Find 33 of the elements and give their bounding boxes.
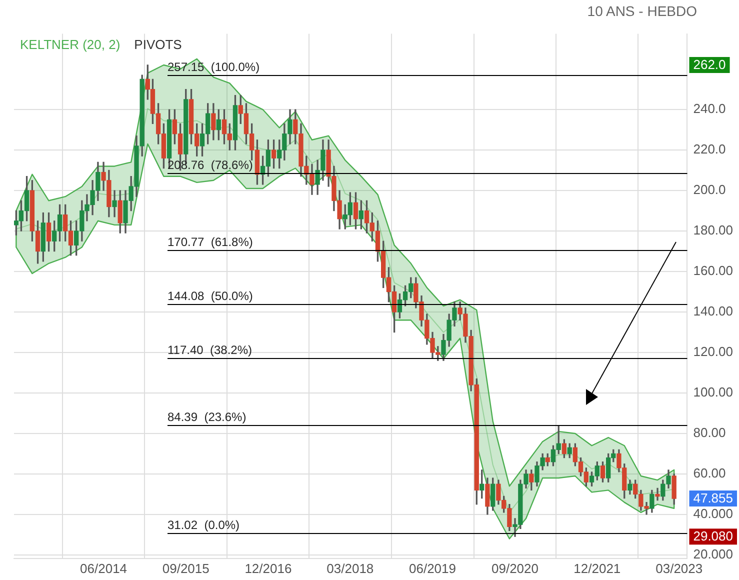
y-tick-label: 200.0 bbox=[693, 182, 726, 198]
y-tick-label: 40.000 bbox=[693, 506, 734, 522]
x-tick-label: 09/2015 bbox=[162, 560, 210, 576]
text: 47.855 bbox=[693, 490, 734, 506]
candlestick bbox=[112, 190, 117, 218]
y-tick-label: 80.00 bbox=[693, 425, 726, 440]
x-tick-label: 03/2018 bbox=[326, 560, 374, 576]
y-tick-label: 220.0 bbox=[693, 142, 726, 157]
ref-line-label: 31.02 (0.0%) bbox=[168, 518, 240, 532]
x-tick-label: 06/2019 bbox=[409, 560, 456, 576]
y-tick-label: 180.00 bbox=[693, 222, 734, 238]
text: KELTNER (20, 2) bbox=[20, 36, 120, 52]
y-tick-label: 240.0 bbox=[693, 101, 726, 116]
x-tick-label: 03/2023 bbox=[656, 560, 703, 576]
x-tick-label: 06/2014 bbox=[80, 560, 128, 576]
ref-line-label: 84.39 (23.6%) bbox=[168, 410, 246, 424]
text: 262.0 bbox=[693, 57, 726, 72]
x-tick-label: 09/2020 bbox=[492, 560, 539, 576]
y-tick-label: 160.00 bbox=[693, 263, 734, 278]
chart-subtitle: 10 ANS - HEBDO bbox=[587, 3, 697, 19]
y-tick-label: 140.00 bbox=[693, 304, 734, 319]
y-tick-label: 60.00 bbox=[693, 466, 726, 481]
ref-line-label: 144.08 (50.0%) bbox=[168, 289, 253, 304]
y-tick-label: 120.00 bbox=[693, 344, 734, 360]
y-tick-label: 100.00 bbox=[693, 384, 734, 400]
ref-line-label: 117.40 (38.2%) bbox=[168, 343, 252, 358]
annotation: PIVOTS bbox=[134, 36, 182, 52]
candlestick bbox=[655, 488, 660, 501]
ref-line-label: 170.77 (61.8%) bbox=[168, 235, 253, 250]
y-tick-label: 20.000 bbox=[693, 546, 734, 562]
x-tick-label: 12/2016 bbox=[244, 560, 292, 576]
x-tick-label: 12/2021 bbox=[574, 560, 621, 576]
text: 29.080 bbox=[693, 528, 734, 544]
